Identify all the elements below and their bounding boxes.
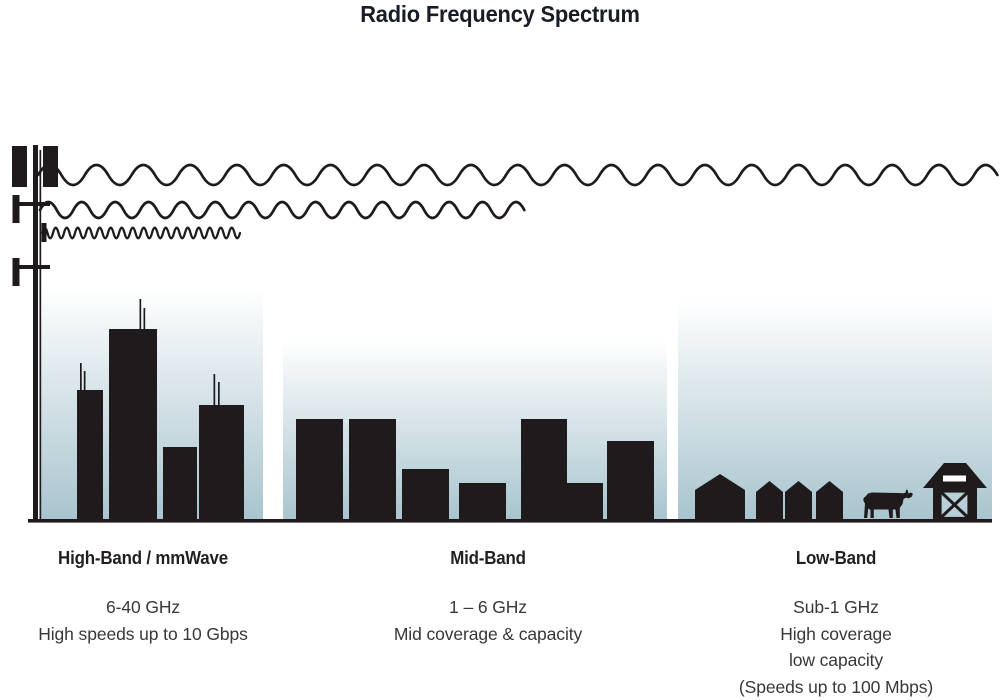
band-detail-line: Mid coverage & capacity	[393, 623, 583, 644]
midrise-buildings-illustration	[296, 419, 654, 520]
antenna-panel-small	[12, 258, 20, 286]
cow-icon	[863, 489, 913, 518]
medium-wavelength-wave-icon	[38, 200, 526, 220]
band-detail-line: Sub-1 GHz	[793, 597, 879, 617]
barn-loft-window	[943, 475, 966, 482]
band-heading-low: Low-Band	[795, 548, 877, 568]
tower-mast-thin	[39, 150, 42, 520]
tower-crossarm	[13, 265, 50, 269]
antenna-spike-icon	[213, 374, 216, 406]
house-icon	[816, 481, 843, 520]
house-icon	[695, 474, 745, 520]
band-label-high: High-Band / mmWave 6-40 GHz High speeds …	[18, 549, 268, 647]
skyscraper	[199, 405, 244, 520]
antenna-spike-icon	[139, 299, 142, 330]
band-detail-line: High speeds up to 10 Gbps	[38, 623, 248, 644]
tower-crossarm	[13, 202, 50, 206]
band-heading-mid: Mid-Band	[450, 548, 526, 568]
tower-mast	[33, 145, 38, 520]
ground-line	[28, 519, 992, 523]
barn-icon	[923, 463, 987, 521]
antenna-spike-icon	[83, 371, 86, 391]
building	[567, 483, 603, 520]
skyscraper	[109, 329, 157, 520]
building	[459, 483, 506, 520]
band-detail-line: 1 – 6 GHz	[449, 597, 527, 617]
band-label-mid: Mid-Band 1 – 6 GHz Mid coverage & capaci…	[368, 549, 608, 647]
band-detail-line: low capacity	[788, 650, 884, 671]
antenna-panel-small	[12, 195, 20, 223]
antenna-spike-icon	[80, 363, 82, 391]
antenna-rod	[41, 223, 47, 242]
band-heading-high: High-Band / mmWave	[58, 548, 228, 568]
band-label-low: Low-Band Sub-1 GHz High coverage low cap…	[716, 549, 956, 700]
city-skyline-illustration	[77, 299, 244, 520]
skyscraper	[77, 390, 103, 520]
band-details-low: Sub-1 GHz High coverage low capacity (Sp…	[716, 594, 956, 700]
building	[521, 419, 567, 520]
band-detail-line: (Speeds up to 100 Mbps)	[738, 676, 934, 697]
building	[349, 419, 396, 520]
band-details-mid: 1 – 6 GHz Mid coverage & capacity	[368, 594, 608, 647]
long-wavelength-wave-icon	[36, 163, 999, 187]
cell-tower-icon	[12, 145, 58, 520]
short-wavelength-wave-icon	[40, 226, 242, 240]
building	[402, 469, 449, 520]
radio-waves	[36, 163, 999, 240]
band-detail-line: 6-40 GHz	[105, 597, 181, 617]
antenna-panel	[43, 146, 58, 187]
house-icon	[785, 481, 812, 520]
barn-door-brace	[940, 491, 969, 519]
antenna-spike-icon	[218, 382, 220, 406]
houses-farm-illustration	[695, 463, 987, 521]
building	[296, 419, 343, 520]
antenna-spike-icon	[143, 308, 146, 330]
page-title: Radio Frequency Spectrum	[360, 1, 640, 27]
house-icon	[756, 481, 783, 520]
band-details-high: 6-40 GHz High speeds up to 10 Gbps	[18, 594, 268, 647]
building	[607, 441, 654, 520]
skyscraper	[163, 447, 197, 520]
antenna-panel	[12, 146, 27, 187]
band-detail-line: High coverage	[780, 623, 892, 644]
